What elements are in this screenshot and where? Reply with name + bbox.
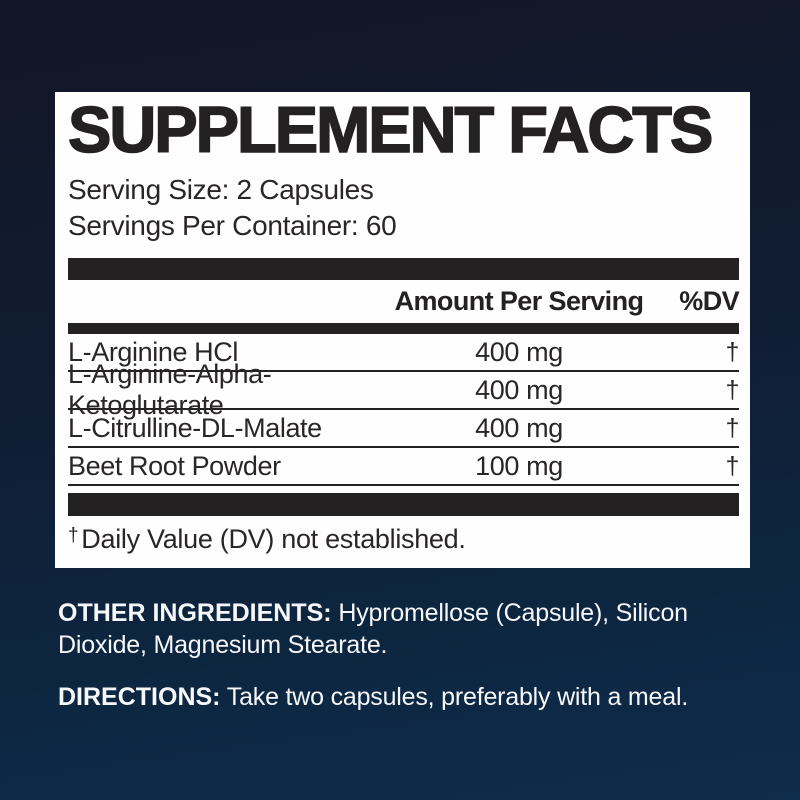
- serving-info: Serving Size: 2 Capsules Servings Per Co…: [68, 172, 739, 244]
- ingredient-dv: †: [725, 451, 739, 480]
- column-header-amount: Amount Per Serving: [394, 286, 644, 316]
- directions-label: DIRECTIONS:: [58, 683, 221, 711]
- other-ingredients-text: Hypromellose (Capsule), Silicon Dioxide,…: [58, 599, 688, 659]
- supplement-facts-panel: SUPPLEMENT FACTS Serving Size: 2 Capsule…: [55, 92, 750, 568]
- other-ingredients: OTHER INGREDIENTS: Hypromellose (Capsule…: [58, 597, 750, 661]
- other-ingredients-label: OTHER INGREDIENTS:: [58, 599, 332, 627]
- column-header-dv: %DV: [679, 286, 739, 316]
- table-row: L-Arginine-Alpha-Ketoglutarate 400 mg †: [68, 359, 739, 420]
- ingredient-dv: †: [725, 413, 739, 442]
- table-header-row: Amount Per Serving %DV: [68, 280, 740, 323]
- divider-bar-bottom: [68, 493, 739, 516]
- ingredient-name: L-Arginine-Alpha-Ketoglutarate: [68, 359, 272, 420]
- ingredient-name: Beet Root Powder: [68, 450, 281, 481]
- ingredient-amount: 400 mg: [475, 336, 563, 367]
- table-row: Beet Root Powder 100 mg †: [68, 448, 739, 486]
- panel-title: SUPPLEMENT FACTS: [67, 93, 714, 166]
- ingredient-dv: †: [725, 337, 739, 366]
- table-row: L-Citrulline-DL-Malate 400 mg †: [68, 410, 739, 448]
- serving-size: Serving Size: 2 Capsules: [68, 174, 374, 205]
- servings-per-container: Servings Per Container: 60: [68, 210, 397, 241]
- dagger-symbol: †: [68, 525, 79, 546]
- directions: DIRECTIONS: Take two capsules, preferabl…: [58, 681, 750, 713]
- dv-footnote-text: Daily Value (DV) not established.: [81, 524, 466, 554]
- divider-bar-top: [68, 258, 739, 280]
- ingredient-name: L-Citrulline-DL-Malate: [68, 412, 322, 443]
- ingredient-name: L-Arginine HCl: [68, 336, 238, 367]
- ingredient-amount: 400 mg: [475, 412, 563, 443]
- ingredient-amount: 400 mg: [475, 374, 563, 405]
- dv-footnote: † Daily Value (DV) not established.: [68, 524, 739, 555]
- table-row: L-Arginine HCl 400 mg †: [68, 334, 739, 372]
- ingredient-amount: 100 mg: [475, 450, 563, 481]
- divider-bar-header: [68, 323, 739, 334]
- ingredient-dv: †: [725, 375, 739, 404]
- directions-text: Take two capsules, preferably with a mea…: [226, 683, 689, 711]
